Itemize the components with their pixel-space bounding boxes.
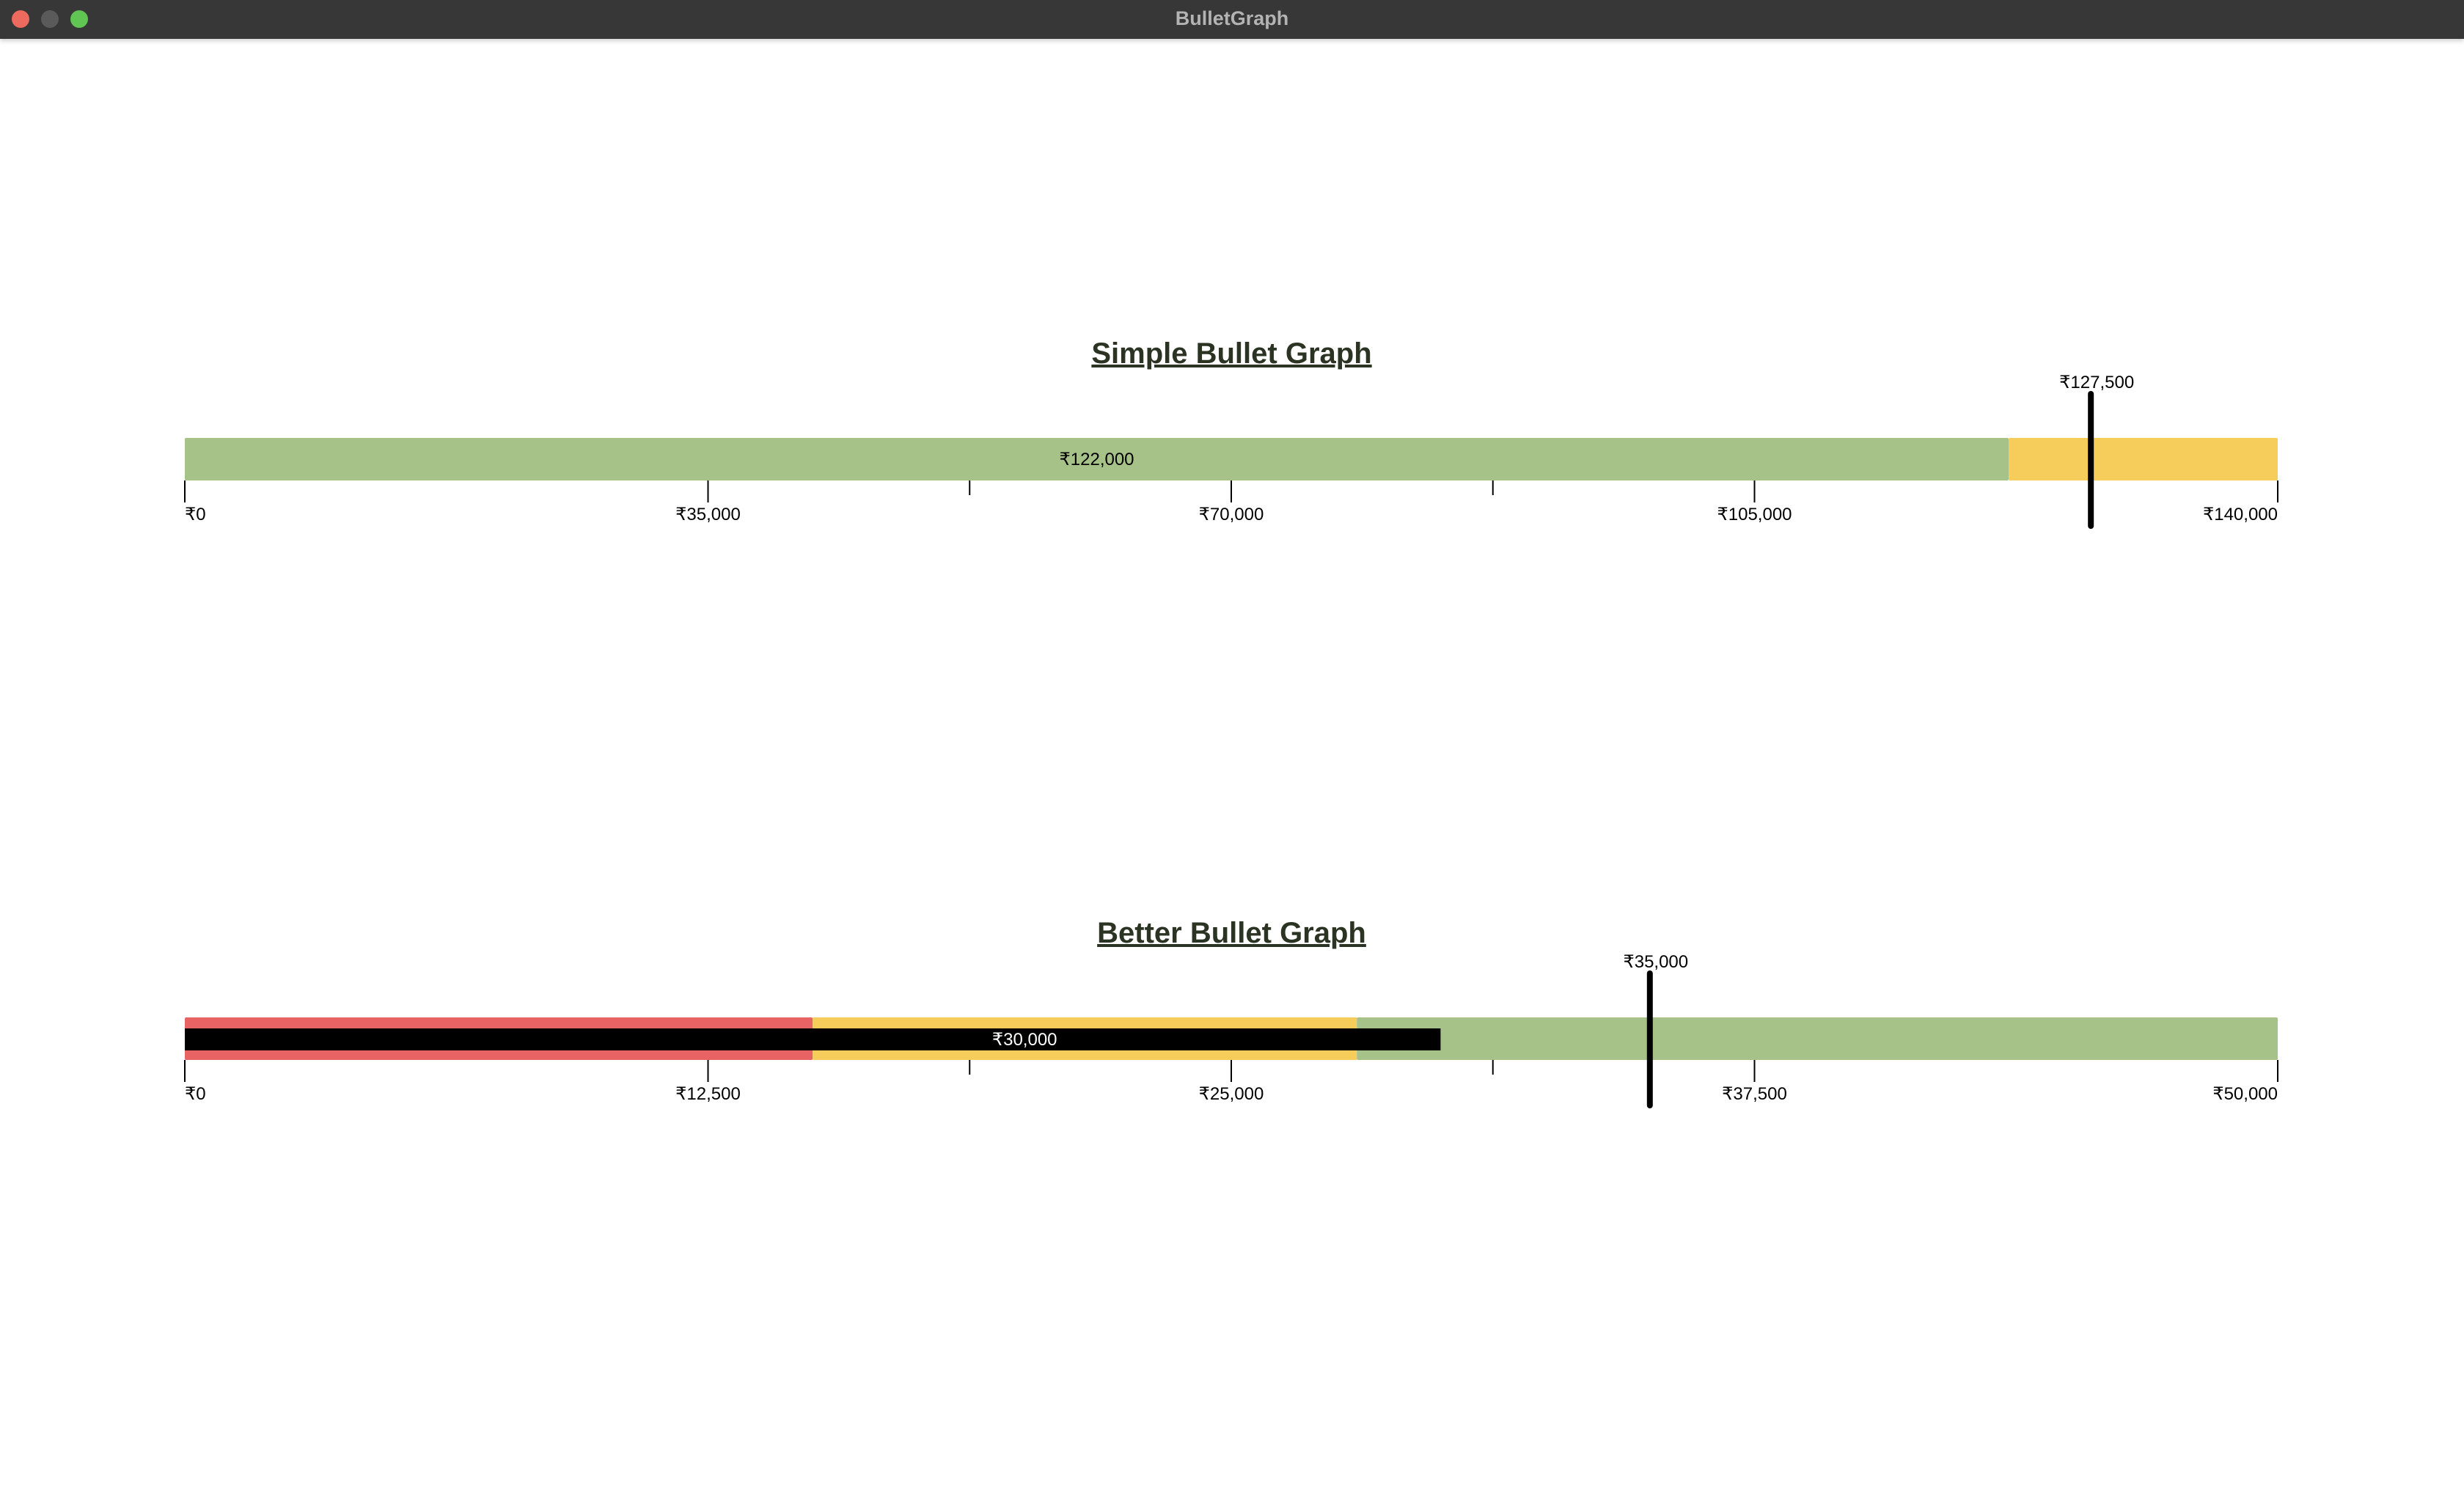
range-band: [2009, 438, 2278, 480]
axis-tick-label: ₹105,000: [1717, 505, 1792, 524]
chart-title: Simple Bullet Graph: [1091, 337, 1371, 370]
axis-tick-label: ₹140,000: [2203, 505, 2278, 524]
axis-tick-label: ₹0: [185, 1084, 206, 1104]
axis-tick-label: ₹12,500: [675, 1084, 741, 1104]
axis-tick-label: ₹37,500: [1722, 1084, 1787, 1104]
bullet-graph-2: Better Bullet Graph ₹30,000 ₹0 ₹12,500 ₹25,0…: [184, 917, 2278, 1108]
range-band: [1357, 1017, 2278, 1060]
axis-tick-label: ₹50,000: [2212, 1084, 2278, 1104]
axis-tick-label: ₹35,000: [675, 505, 741, 524]
value-label: ₹30,000: [992, 1030, 1057, 1050]
main-content: Simple Bullet Graph ₹122,000 ₹0 ₹35,000 ₹70,…: [0, 39, 2464, 1503]
window-title: BulletGraph: [1175, 7, 1289, 29]
target-label: ₹127,500: [2059, 373, 2134, 392]
minimize-window-button[interactable]: [41, 10, 59, 28]
axis-tick-label: ₹25,000: [1199, 1084, 1264, 1104]
value-label: ₹122,000: [1060, 450, 1134, 469]
axis-tick-label: ₹70,000: [1199, 505, 1264, 524]
zoom-window-button[interactable]: [70, 10, 88, 28]
close-window-button[interactable]: [12, 10, 29, 28]
value-bar: [185, 1028, 1441, 1050]
bullet-graphs-canvas: Simple Bullet Graph ₹122,000 ₹0 ₹35,000 ₹70,…: [184, 337, 2278, 1108]
range-band: [185, 438, 2009, 480]
bullet-graph-1: Simple Bullet Graph ₹122,000 ₹0 ₹35,000 ₹70,…: [184, 337, 2278, 529]
chart-title: Better Bullet Graph: [1097, 917, 1366, 949]
target-label: ₹35,000: [1623, 952, 1688, 972]
window-titlebar: BulletGraph: [0, 0, 2464, 39]
axis-tick-label: ₹0: [185, 505, 206, 524]
